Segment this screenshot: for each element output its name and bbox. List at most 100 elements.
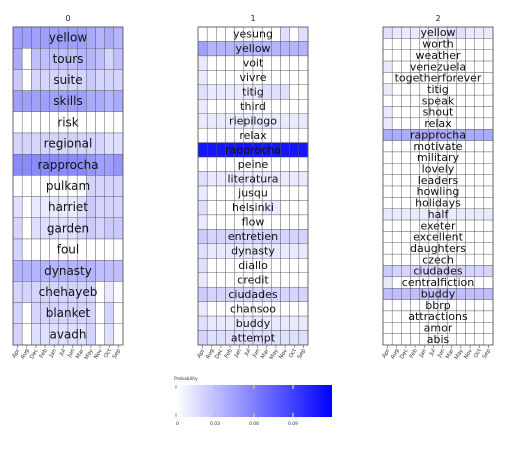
heatmap-cell xyxy=(280,127,290,143)
heatmap-cell xyxy=(104,302,115,325)
heatmap-cell xyxy=(280,286,290,302)
word-label: howling xyxy=(417,185,460,198)
heatmap-cell xyxy=(465,288,475,300)
month-tick-label: Dec xyxy=(399,348,410,360)
heatmap-cell xyxy=(261,55,272,71)
heatmap-cell xyxy=(391,310,402,323)
heatmap-cell xyxy=(113,217,124,240)
heatmap-cell xyxy=(113,238,124,261)
heatmap-cell xyxy=(31,323,41,346)
heatmap-cell xyxy=(21,48,32,70)
heatmap-cell xyxy=(104,196,115,219)
heatmap-cell xyxy=(271,185,281,201)
heatmap-cell xyxy=(197,70,208,86)
heatmap-cell xyxy=(483,60,494,73)
heatmap-cell xyxy=(474,288,485,300)
heatmap-cell xyxy=(40,238,50,261)
heatmap-cell xyxy=(113,48,124,70)
heatmap-cell xyxy=(225,185,235,201)
word-label: leaders xyxy=(418,174,459,187)
heatmap-cell xyxy=(271,156,281,172)
heatmap-cell xyxy=(12,111,23,134)
heatmap-cell xyxy=(382,231,393,243)
heatmap-cell xyxy=(21,90,32,112)
heatmap-cell xyxy=(401,94,411,107)
heatmap-cell xyxy=(104,175,115,197)
heatmap-cell xyxy=(465,185,475,198)
word-label: yellow xyxy=(420,26,455,39)
word-label: entretien xyxy=(228,230,278,243)
heatmap-cell xyxy=(401,219,411,232)
word-label: rapprocha xyxy=(410,128,466,141)
month-tick-label: Sep xyxy=(112,348,123,360)
heatmap-cell xyxy=(197,127,208,143)
month-tick-label: Jul xyxy=(58,348,67,358)
heatmap-cell xyxy=(216,200,226,216)
word-label: tours xyxy=(53,52,84,66)
heatmap-cell xyxy=(206,301,217,317)
heatmap-cell xyxy=(21,26,32,49)
heatmap-cell xyxy=(483,151,494,164)
heatmap-cell xyxy=(12,217,23,240)
heatmap-cell xyxy=(206,243,217,259)
heatmap-cell xyxy=(12,175,23,197)
word-label: titig xyxy=(242,86,264,99)
heatmap-cell xyxy=(474,94,485,107)
heatmap-cell xyxy=(401,140,411,153)
heatmap-cell xyxy=(483,94,494,107)
heatmap-cell xyxy=(12,48,23,70)
word-label: voit xyxy=(243,57,264,70)
month-tick-label: Feb xyxy=(224,348,234,360)
word-label: rapprocha xyxy=(37,158,98,172)
heatmap-cell xyxy=(271,315,281,331)
month-tick-label: Mar xyxy=(445,347,456,360)
heatmap-cell xyxy=(289,200,300,216)
month-tick-label: Dec xyxy=(29,348,40,360)
heatmap-cell xyxy=(474,49,485,62)
heatmap-cell xyxy=(483,253,494,266)
heatmap-cell xyxy=(382,299,393,312)
month-tick-label: Mar xyxy=(260,347,271,360)
heatmap-panel-0: 0 yellow tours suite skills risk regional rappr… xyxy=(11,14,124,361)
colorbar-gradient xyxy=(176,385,332,417)
word-label: riepilogo xyxy=(229,114,277,127)
heatmap-cell xyxy=(104,281,115,303)
heatmap-cell xyxy=(216,301,226,317)
word-label: suite xyxy=(53,73,82,87)
heatmap-cell xyxy=(113,323,124,346)
word-label: harriet xyxy=(48,200,88,214)
heatmap-cell xyxy=(95,175,105,197)
word-label: half xyxy=(428,208,450,221)
heatmap-cell xyxy=(382,174,393,187)
heatmap-cell xyxy=(289,99,300,114)
heatmap-cell xyxy=(216,330,226,346)
heatmap-cell xyxy=(31,111,41,134)
heatmap-cell xyxy=(113,132,124,155)
heatmap-cell xyxy=(382,197,393,209)
heatmap-cell xyxy=(391,83,402,96)
word-label: bbrp xyxy=(425,299,450,312)
heatmap-cell xyxy=(40,111,50,134)
panel-title: 0 xyxy=(65,14,70,23)
heatmap-cell xyxy=(465,197,475,209)
heatmap-cell xyxy=(391,231,402,243)
heatmap-cell xyxy=(465,322,475,334)
heatmap-cell xyxy=(289,127,300,143)
heatmap-cell xyxy=(391,185,402,198)
heatmap-cell xyxy=(401,106,411,119)
heatmap-cell xyxy=(280,55,290,71)
heatmap-cell xyxy=(225,41,235,57)
heatmap-cell xyxy=(483,117,494,130)
heatmap-cell xyxy=(86,26,96,49)
heatmap-cell xyxy=(206,156,217,172)
heatmap-cell xyxy=(95,69,105,91)
month-tick-label: Jan xyxy=(418,348,428,360)
heatmap-cell xyxy=(465,83,475,96)
heatmap-cell xyxy=(391,208,402,221)
heatmap-cell xyxy=(40,48,50,70)
heatmap-cell xyxy=(382,208,393,221)
heatmap-cell xyxy=(216,171,226,187)
heatmap-cell xyxy=(197,286,208,302)
heatmap-cell xyxy=(474,163,485,175)
